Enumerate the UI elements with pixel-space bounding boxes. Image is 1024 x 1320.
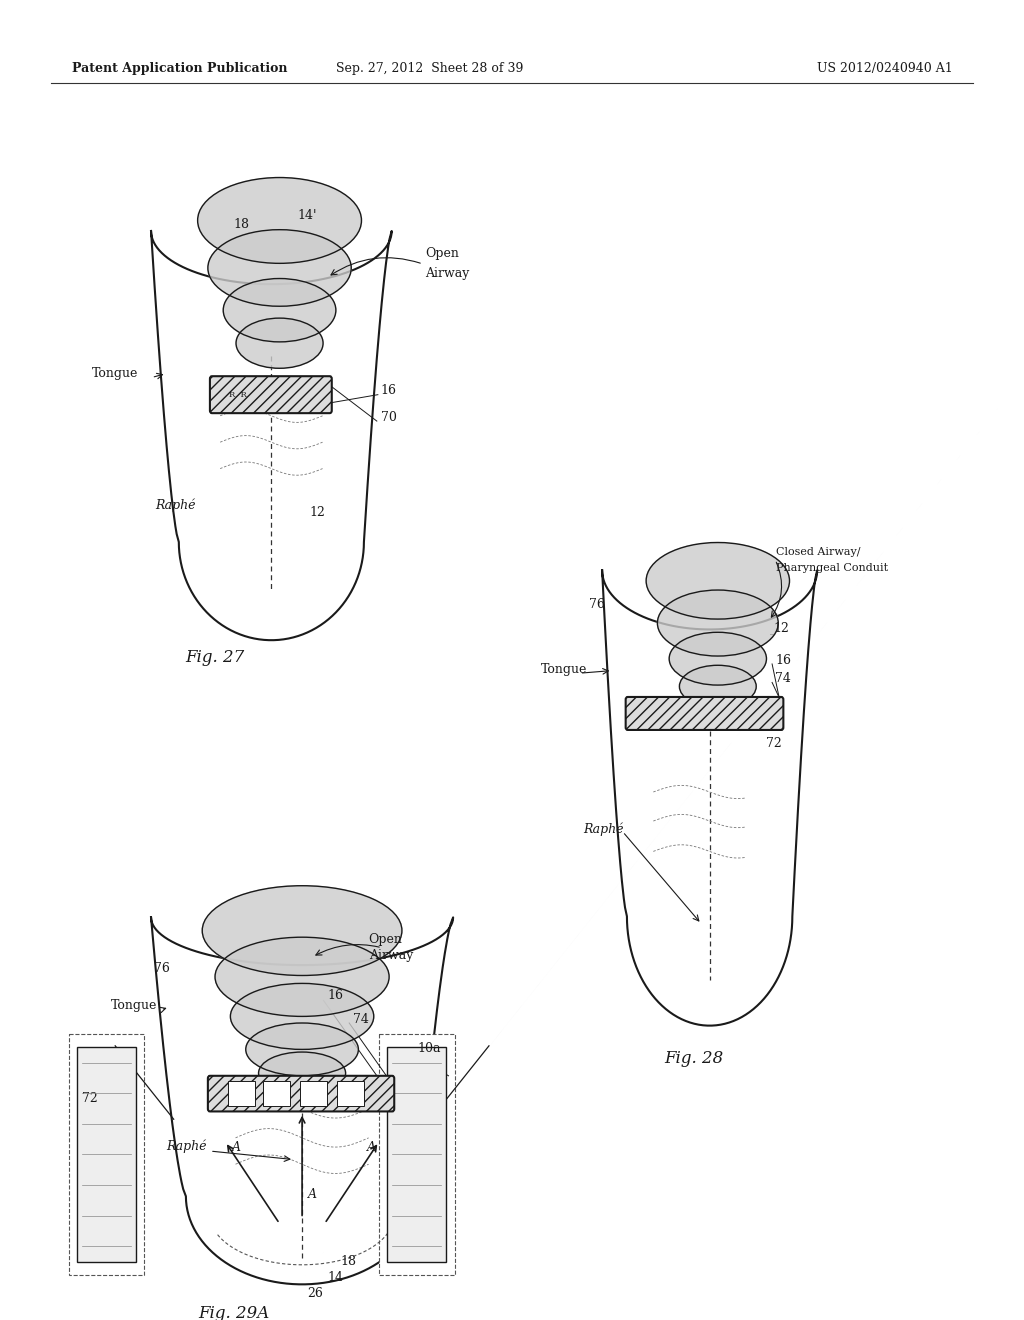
Text: 18: 18 <box>340 1255 356 1269</box>
Text: A: A <box>367 1140 376 1154</box>
Text: Tongue: Tongue <box>111 999 157 1012</box>
Polygon shape <box>152 917 453 1284</box>
Polygon shape <box>152 231 391 640</box>
Ellipse shape <box>230 983 374 1049</box>
Text: 10a: 10a <box>418 1041 441 1055</box>
Text: Open: Open <box>369 933 402 946</box>
Text: 12: 12 <box>309 506 326 519</box>
Text: 14': 14' <box>297 209 316 222</box>
Ellipse shape <box>646 543 790 619</box>
FancyBboxPatch shape <box>208 1076 394 1111</box>
Ellipse shape <box>215 937 389 1016</box>
Text: 76: 76 <box>589 598 605 611</box>
Text: Airway: Airway <box>369 949 413 962</box>
Ellipse shape <box>258 1052 345 1094</box>
FancyBboxPatch shape <box>210 376 332 413</box>
Text: Fig. 27: Fig. 27 <box>185 649 245 665</box>
Bar <box>300 1081 327 1106</box>
Text: Raphé: Raphé <box>166 1139 207 1152</box>
Bar <box>387 1047 446 1262</box>
Text: 14: 14 <box>328 1271 344 1284</box>
Polygon shape <box>602 570 817 1026</box>
Ellipse shape <box>657 590 778 656</box>
Text: 16: 16 <box>775 653 792 667</box>
Text: Tongue: Tongue <box>541 663 587 676</box>
Bar <box>77 1047 136 1262</box>
Text: Closed Airway/: Closed Airway/ <box>776 546 861 557</box>
Text: 18: 18 <box>233 218 250 231</box>
Ellipse shape <box>223 279 336 342</box>
Text: Raphé: Raphé <box>156 499 197 512</box>
Ellipse shape <box>680 665 756 708</box>
Text: 72: 72 <box>766 737 781 750</box>
Text: Open: Open <box>425 247 459 260</box>
Text: Sep. 27, 2012  Sheet 28 of 39: Sep. 27, 2012 Sheet 28 of 39 <box>337 62 523 75</box>
Ellipse shape <box>202 886 401 975</box>
Ellipse shape <box>208 230 351 306</box>
Text: Airway: Airway <box>425 267 469 280</box>
Bar <box>228 1081 255 1106</box>
Text: Patent Application Publication: Patent Application Publication <box>72 62 287 75</box>
Text: 76: 76 <box>154 962 170 975</box>
Text: Fig. 28: Fig. 28 <box>665 1051 724 1067</box>
Text: A: A <box>232 1140 242 1154</box>
Text: Fig. 29A: Fig. 29A <box>198 1305 269 1320</box>
Text: 12: 12 <box>773 622 790 635</box>
Ellipse shape <box>670 632 766 685</box>
Text: US 2012/0240940 A1: US 2012/0240940 A1 <box>816 62 952 75</box>
Text: 70: 70 <box>381 411 397 424</box>
Bar <box>337 1081 364 1106</box>
Text: 16: 16 <box>381 384 397 397</box>
Text: Raphé: Raphé <box>584 822 625 836</box>
Text: R  R: R R <box>228 391 247 399</box>
FancyBboxPatch shape <box>626 697 783 730</box>
Text: 16: 16 <box>328 989 344 1002</box>
Bar <box>379 1034 455 1275</box>
Ellipse shape <box>236 318 324 368</box>
Text: Pharyngeal Conduit: Pharyngeal Conduit <box>776 562 888 573</box>
Text: 74: 74 <box>775 672 792 685</box>
Bar <box>69 1034 144 1275</box>
Text: Tongue: Tongue <box>92 367 138 380</box>
Text: 74: 74 <box>353 1012 370 1026</box>
Text: 26: 26 <box>307 1287 324 1300</box>
Ellipse shape <box>198 177 361 264</box>
Text: 72: 72 <box>82 1092 97 1105</box>
Bar <box>263 1081 290 1106</box>
Ellipse shape <box>246 1023 358 1076</box>
Text: A: A <box>308 1188 317 1201</box>
